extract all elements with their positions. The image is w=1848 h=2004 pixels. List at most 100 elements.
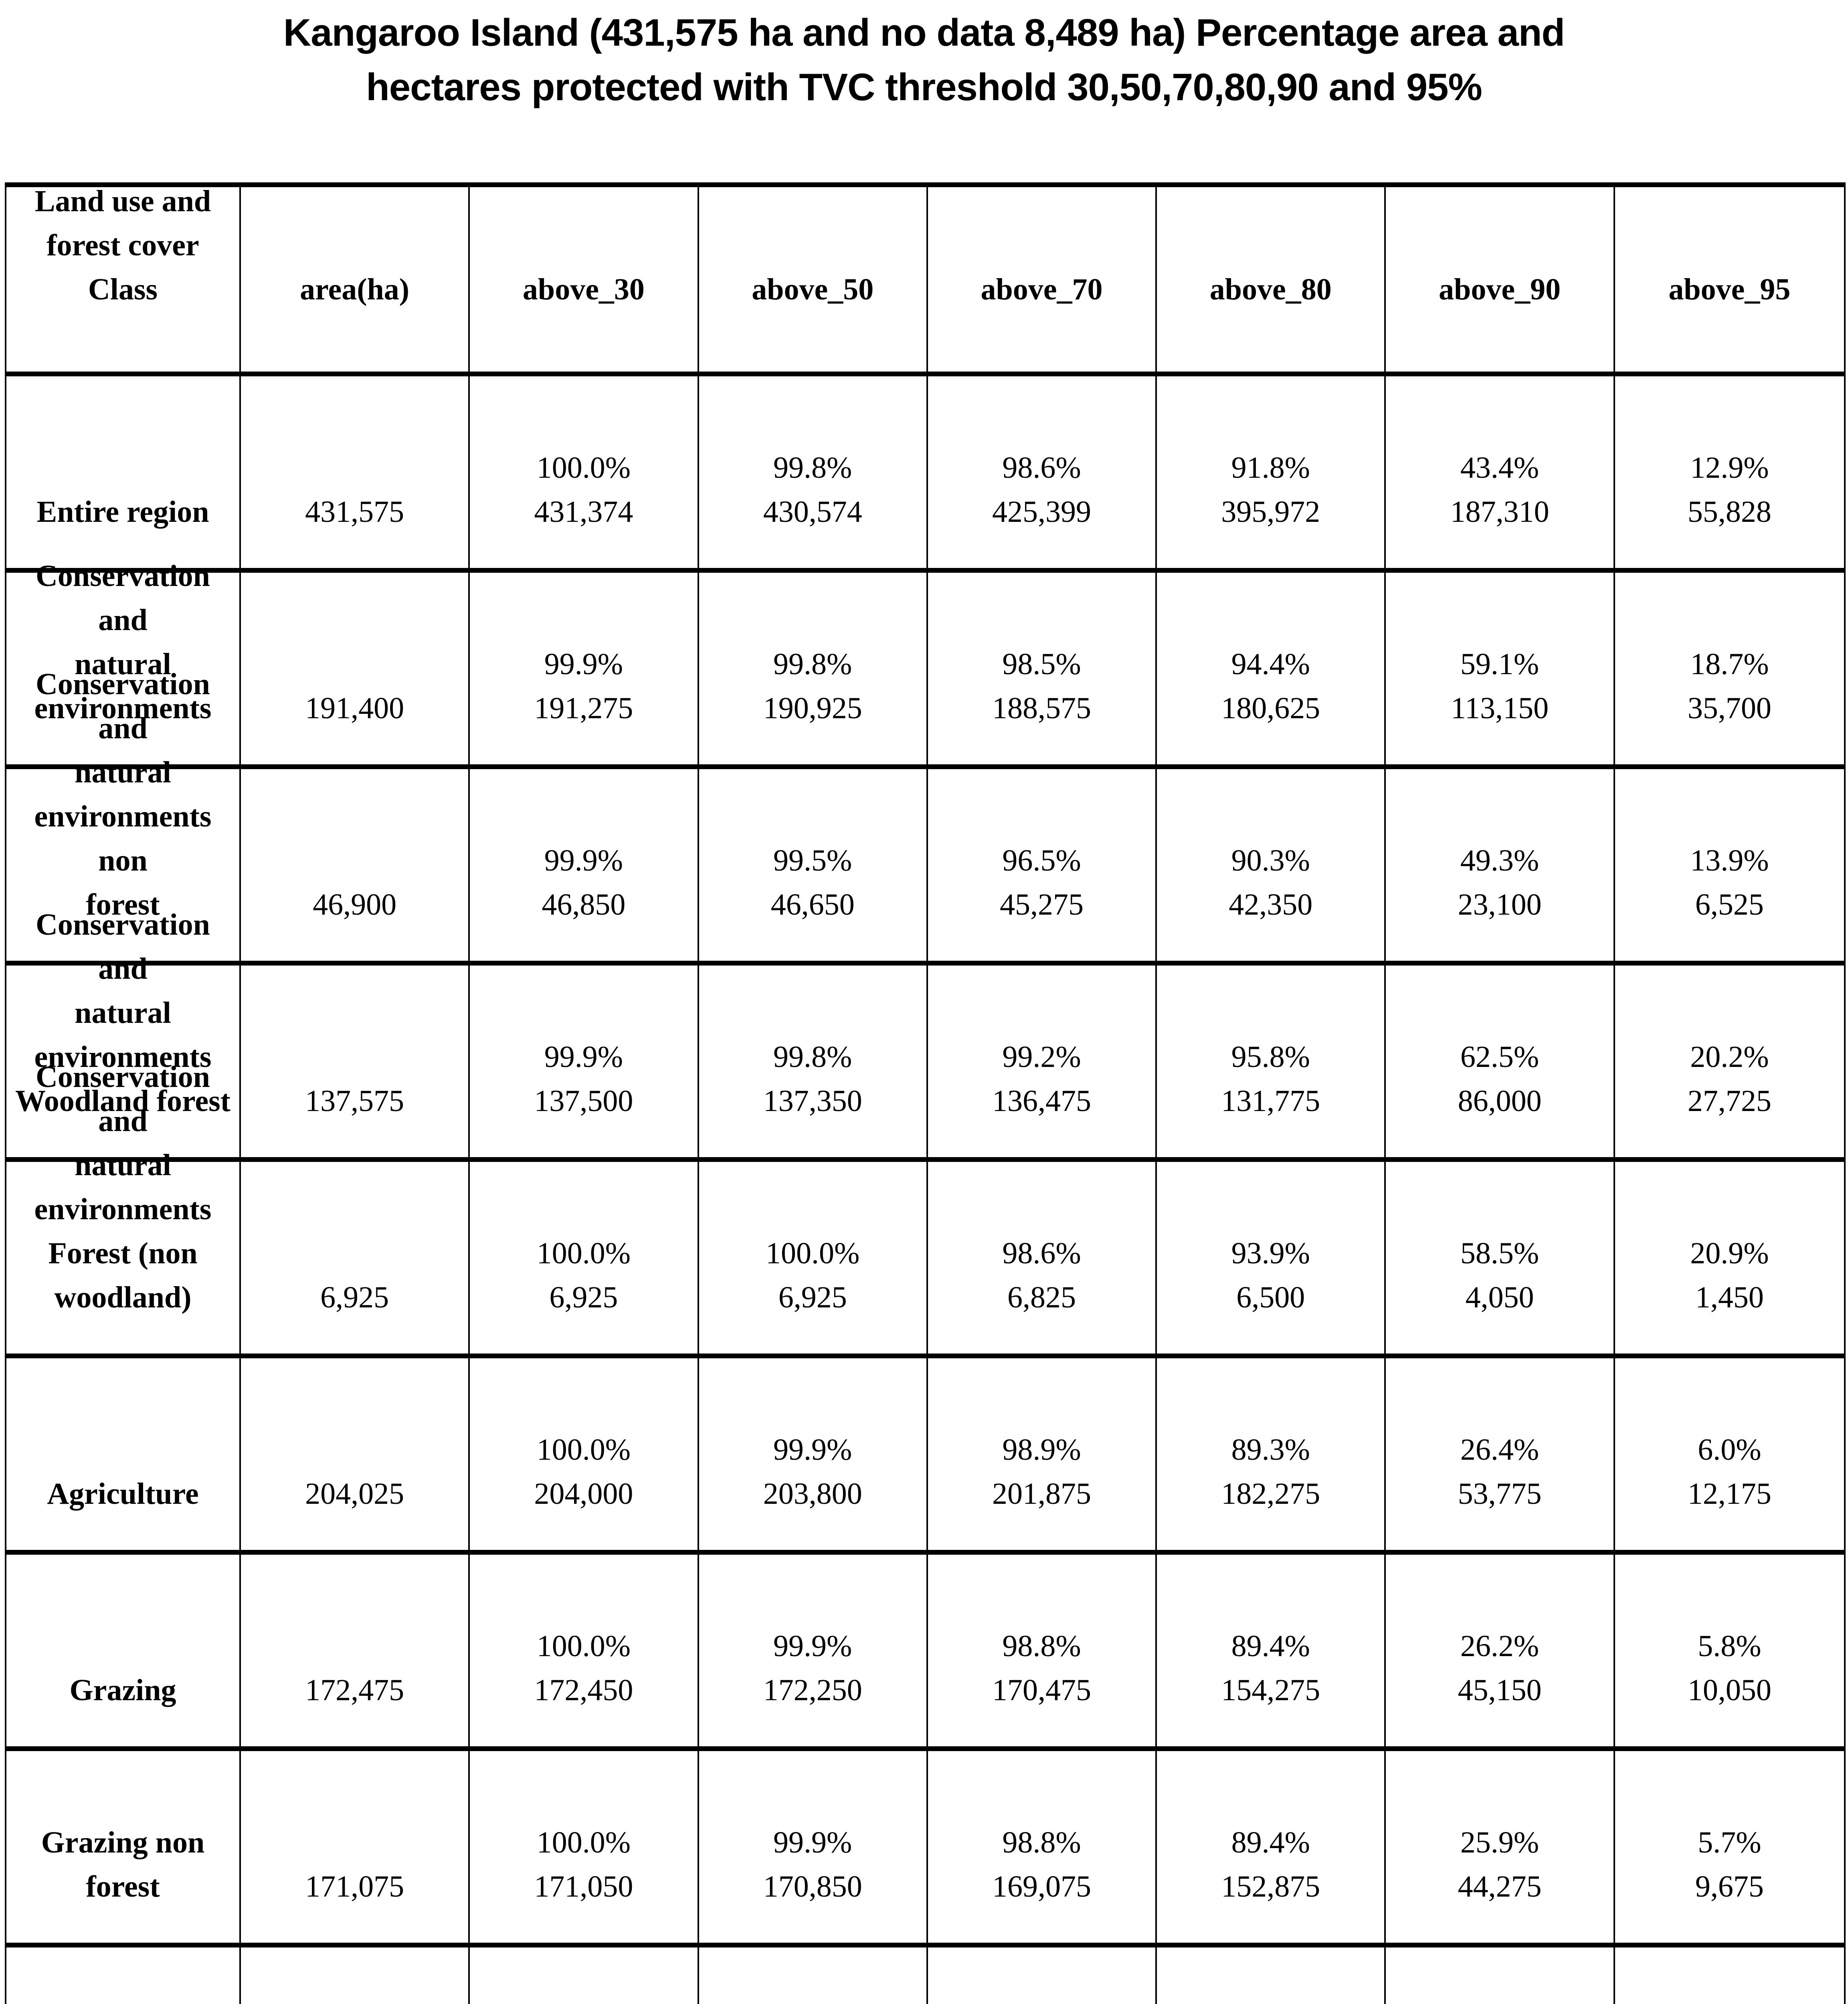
area-ha-value: 191,400 bbox=[305, 691, 404, 725]
data-table: Land use and forest cover Class area(ha)… bbox=[5, 182, 1846, 2004]
hectares-value: 23,100 bbox=[1458, 888, 1542, 921]
landuse-class-label: Grazing bbox=[69, 1673, 176, 1707]
percent-value: 98.5% bbox=[1002, 647, 1081, 681]
hectares-value: 188,575 bbox=[992, 691, 1091, 725]
area-ha-value: 204,025 bbox=[305, 1477, 404, 1511]
hectares-value: 430,574 bbox=[763, 495, 862, 529]
hectares-value: 136,475 bbox=[992, 1084, 1091, 1118]
percent-value: 6.0% bbox=[1698, 1433, 1761, 1467]
threshold-cell-above-30: 100.0% 171,050 bbox=[470, 1820, 697, 1909]
area-ha-value: 172,475 bbox=[305, 1673, 404, 1707]
hectares-value: 86,000 bbox=[1458, 1084, 1542, 1118]
area-ha-value: 46,900 bbox=[313, 888, 397, 921]
column-header-class: Land use and forest cover Class bbox=[34, 184, 211, 306]
percent-value: 96.5% bbox=[1002, 844, 1081, 877]
table-body: Entire region 431,575 100.0% 431,374 99.8… bbox=[6, 376, 1844, 2004]
hectares-value: 190,925 bbox=[763, 691, 862, 725]
hectares-value: 137,500 bbox=[534, 1084, 633, 1118]
threshold-cell-above-90: 58.5% 4,050 bbox=[1386, 1231, 1613, 1319]
threshold-cell-above-50: 99.5% 46,650 bbox=[699, 838, 926, 927]
hectares-value: 46,850 bbox=[542, 888, 626, 921]
hectares-value: 170,475 bbox=[992, 1673, 1091, 1707]
hectares-value: 46,650 bbox=[770, 888, 855, 921]
hectares-value: 172,250 bbox=[763, 1673, 862, 1707]
table-row: Agriculture 204,025 100.0% 204,000 99.9% 2… bbox=[6, 1358, 1844, 1555]
hectares-value: 10,050 bbox=[1687, 1673, 1771, 1707]
threshold-cell-above-30: 100.0% 6,925 bbox=[470, 1231, 697, 1319]
percent-value: 99.9% bbox=[773, 1629, 852, 1663]
threshold-cell-above-50: 99.9% 203,800 bbox=[699, 1428, 926, 1516]
threshold-cell-above-50: 99.9% 170,850 bbox=[699, 1820, 926, 1909]
hectares-value: 204,000 bbox=[534, 1477, 633, 1511]
landuse-class-label: Agriculture bbox=[47, 1477, 199, 1511]
table-row: Conservation and natural environments Fo… bbox=[6, 1060, 1844, 1358]
threshold-cell-above-30: 100.0% 204,000 bbox=[470, 1428, 697, 1516]
threshold-cell-above-95: 6.0% 12,175 bbox=[1615, 1428, 1844, 1516]
threshold-cell-above-70: 98.8% 170,475 bbox=[928, 1624, 1155, 1712]
percent-value: 99.9% bbox=[544, 844, 623, 877]
hectares-value: 395,972 bbox=[1221, 495, 1320, 529]
threshold-cell-above-95: 12.9% 55,828 bbox=[1615, 446, 1844, 534]
threshold-cell-above-70: 98.6% 425,399 bbox=[928, 446, 1155, 534]
threshold-cell-above-50: 99.9% 172,250 bbox=[699, 1624, 926, 1712]
threshold-cell-above-30: 100.0% 172,450 bbox=[470, 1624, 697, 1712]
threshold-cell-above-90: 26.4% 53,775 bbox=[1386, 1428, 1613, 1516]
area-ha-value: 6,925 bbox=[320, 1281, 389, 1314]
percent-value: 98.8% bbox=[1002, 1629, 1081, 1663]
percent-value: 99.9% bbox=[544, 647, 623, 681]
column-header-above-90: above_90 bbox=[1439, 273, 1561, 306]
table-row: Entire region 431,575 100.0% 431,374 99.8… bbox=[6, 376, 1844, 573]
percent-value: 98.6% bbox=[1002, 1236, 1081, 1270]
percent-value: 100.0% bbox=[536, 1433, 631, 1467]
table-row: Grazing non forest 171,075 100.0% 171,050… bbox=[6, 1751, 1844, 1947]
column-header-above-95: above_95 bbox=[1668, 273, 1791, 306]
threshold-cell-above-80: 89.4% 152,875 bbox=[1157, 1820, 1384, 1909]
landuse-class-label: Conservation and natural environments Fo… bbox=[34, 1060, 212, 1314]
percent-value: 99.9% bbox=[773, 1826, 852, 1859]
hectares-value: 203,800 bbox=[763, 1477, 862, 1511]
hectares-value: 201,875 bbox=[992, 1477, 1091, 1511]
threshold-cell-above-90: 62.5% 86,000 bbox=[1386, 1035, 1613, 1123]
percent-value: 91.8% bbox=[1231, 451, 1310, 485]
table-row: Conservation and natural environments 19… bbox=[6, 559, 1844, 769]
threshold-cell-above-70: 98.5% 188,575 bbox=[928, 642, 1155, 730]
threshold-cell-above-95: 13.9% 6,525 bbox=[1615, 838, 1844, 927]
landuse-class-label: Conservation and natural environments bbox=[34, 559, 212, 725]
threshold-cell-above-70: 96.5% 45,275 bbox=[928, 838, 1155, 927]
percent-value: 99.9% bbox=[544, 1040, 623, 1074]
percent-value: 100.0% bbox=[536, 1629, 631, 1663]
hectares-value: 131,775 bbox=[1221, 1084, 1320, 1118]
hectares-value: 169,075 bbox=[992, 1870, 1091, 1903]
threshold-cell-above-80: 90.3% 42,350 bbox=[1157, 838, 1384, 927]
threshold-cell-above-95: 20.2% 27,725 bbox=[1615, 1035, 1844, 1123]
hectares-value: 6,925 bbox=[549, 1281, 618, 1314]
threshold-cell-above-95: 18.7% 35,700 bbox=[1615, 642, 1844, 730]
percent-value: 18.7% bbox=[1690, 647, 1769, 681]
hectares-value: 187,310 bbox=[1450, 495, 1549, 529]
area-ha-value: 431,575 bbox=[305, 495, 404, 529]
threshold-cell-above-70: 98.8% 169,075 bbox=[928, 1820, 1155, 1909]
threshold-cell-above-70: 98.9% 201,875 bbox=[928, 1428, 1155, 1516]
threshold-cell-above-90: 25.9% 44,275 bbox=[1386, 1820, 1613, 1909]
threshold-cell-above-30: 99.9% 46,850 bbox=[470, 838, 697, 927]
hectares-value: 45,150 bbox=[1458, 1673, 1542, 1707]
percent-value: 100.0% bbox=[536, 1826, 631, 1859]
threshold-cell-above-70: 99.2% 136,475 bbox=[928, 1035, 1155, 1123]
landuse-class-label: Conservation and natural environments Wo… bbox=[15, 908, 230, 1118]
hectares-value: 137,350 bbox=[763, 1084, 862, 1118]
hectares-value: 425,399 bbox=[992, 495, 1091, 529]
percent-value: 100.0% bbox=[536, 451, 631, 485]
hectares-value: 6,500 bbox=[1236, 1281, 1305, 1314]
page-title-line1: Kangaroo Island (431,575 ha and no data … bbox=[283, 11, 1565, 54]
percent-value: 100.0% bbox=[536, 1236, 631, 1270]
hectares-value: 6,525 bbox=[1695, 888, 1764, 921]
percent-value: 20.9% bbox=[1690, 1236, 1769, 1270]
percent-value: 98.6% bbox=[1002, 451, 1081, 485]
percent-value: 20.2% bbox=[1690, 1040, 1769, 1074]
threshold-cell-above-80: 95.8% 131,775 bbox=[1157, 1035, 1384, 1123]
threshold-cell-above-90: 43.4% 187,310 bbox=[1386, 446, 1613, 534]
area-ha-value: 137,575 bbox=[305, 1084, 404, 1118]
hectares-value: 42,350 bbox=[1229, 888, 1313, 921]
hectares-value: 6,925 bbox=[778, 1281, 847, 1314]
threshold-cell-above-70: 98.6% 6,825 bbox=[928, 1231, 1155, 1319]
